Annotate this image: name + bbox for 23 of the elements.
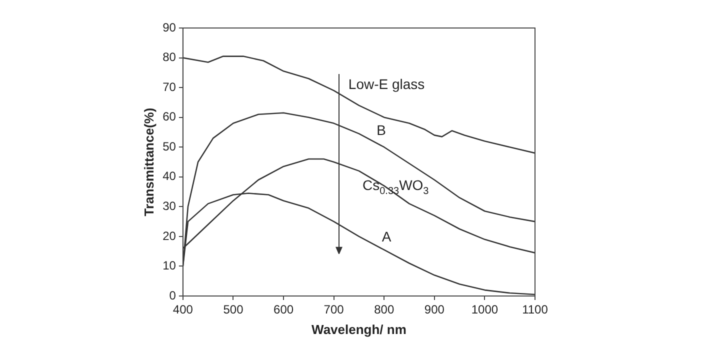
y-tick-label: 10 xyxy=(162,258,176,273)
x-tick-label: 600 xyxy=(274,302,294,317)
x-axis-title: Wavelengh/ nm xyxy=(312,322,406,337)
x-tick-label: 1100 xyxy=(522,302,548,317)
x-tick-label: 500 xyxy=(223,302,244,317)
series-label: B xyxy=(376,122,386,138)
x-tick-label: 700 xyxy=(324,302,344,317)
x-tick-label: 1000 xyxy=(471,302,498,317)
y-tick-label: 80 xyxy=(162,50,176,64)
y-tick-label: 70 xyxy=(162,80,176,94)
y-tick-label: 60 xyxy=(162,110,176,124)
y-tick-label: 30 xyxy=(162,198,176,213)
series-label: A xyxy=(382,228,392,244)
y-tick-label: 40 xyxy=(162,169,176,184)
y-tick-label: 90 xyxy=(162,20,176,34)
y-axis-title: Transmittance(%) xyxy=(141,108,156,216)
y-tick-label: 20 xyxy=(162,228,176,243)
series-label: Low-E glass xyxy=(348,76,425,92)
x-tick-label: 900 xyxy=(424,302,445,317)
x-tick-label: 800 xyxy=(374,302,394,317)
y-tick-label: 50 xyxy=(162,139,176,154)
x-tick-label: 400 xyxy=(172,302,194,317)
y-tick-label: 0 xyxy=(169,288,176,302)
